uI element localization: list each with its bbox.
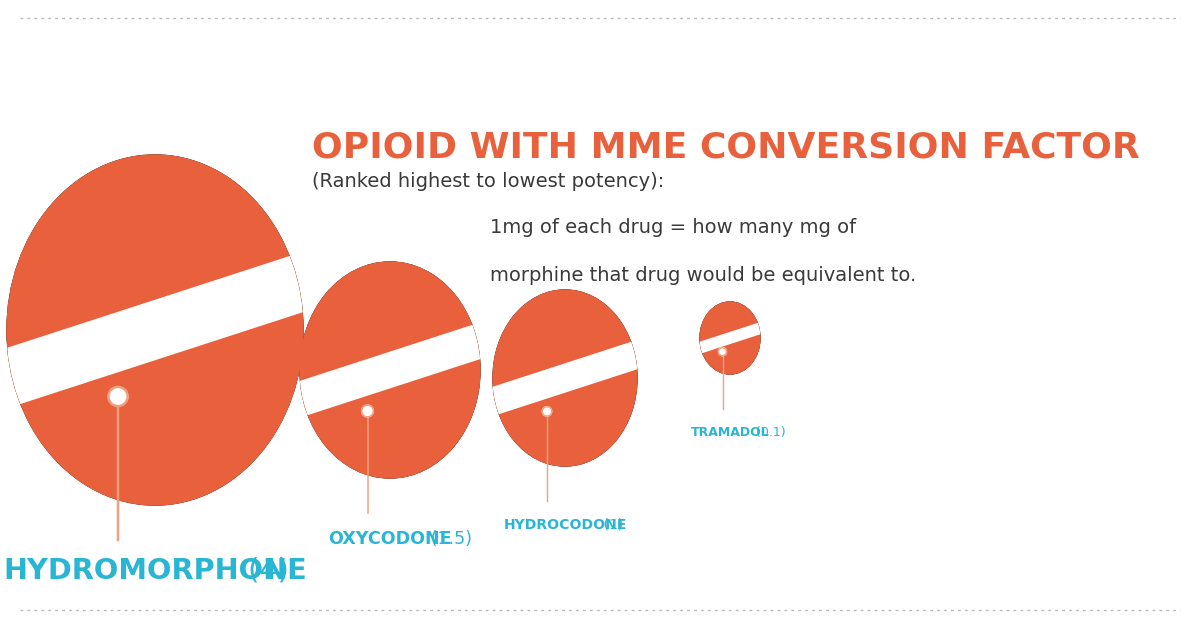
Text: HYDROCODONE: HYDROCODONE bbox=[503, 518, 626, 532]
Text: (1.5): (1.5) bbox=[425, 530, 472, 548]
Ellipse shape bbox=[7, 155, 302, 505]
Circle shape bbox=[108, 387, 127, 406]
Text: (1): (1) bbox=[599, 518, 624, 532]
Text: HYDROMORPHONE: HYDROMORPHONE bbox=[4, 557, 307, 585]
Text: morphine that drug would be equivalent to.: morphine that drug would be equivalent t… bbox=[490, 266, 917, 285]
Ellipse shape bbox=[700, 302, 760, 374]
Ellipse shape bbox=[493, 290, 637, 466]
Text: OPIOID WITH MME CONVERSION FACTOR: OPIOID WITH MME CONVERSION FACTOR bbox=[312, 130, 1140, 164]
Text: OXYCODONE: OXYCODONE bbox=[328, 530, 452, 548]
Text: TRAMADOL: TRAMADOL bbox=[691, 426, 769, 439]
Text: (Ranked highest to lowest potency):: (Ranked highest to lowest potency): bbox=[312, 172, 665, 191]
Circle shape bbox=[719, 348, 726, 355]
Circle shape bbox=[542, 407, 552, 416]
Ellipse shape bbox=[700, 302, 760, 374]
Ellipse shape bbox=[300, 262, 480, 478]
Ellipse shape bbox=[300, 262, 480, 478]
Circle shape bbox=[361, 405, 373, 417]
Ellipse shape bbox=[7, 155, 302, 505]
Ellipse shape bbox=[493, 290, 637, 466]
Text: (4): (4) bbox=[239, 557, 288, 585]
Text: 1mg of each drug = how many mg of: 1mg of each drug = how many mg of bbox=[490, 218, 856, 237]
Text: (0.1): (0.1) bbox=[752, 426, 786, 439]
